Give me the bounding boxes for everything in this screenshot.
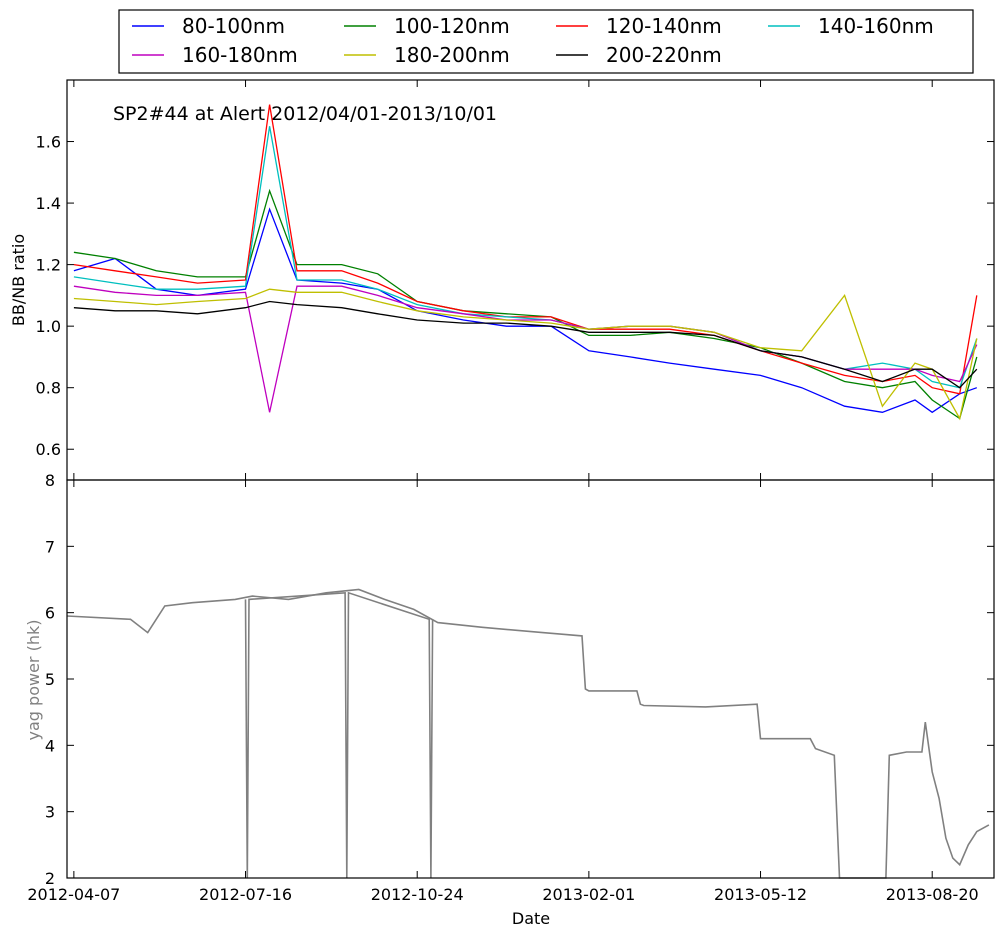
yag-y-tick-label: 4 (45, 736, 55, 755)
yag-y-ticks: 2 3 4 5 6 7 8 (45, 471, 994, 888)
ratio-y-ticks: 0.6 0.8 1.0 1.2 1.4 1.6 (36, 133, 994, 459)
yag-y-tick-label: 6 (45, 604, 55, 623)
yag-axes-frame (66, 479, 995, 879)
ratio-y-tick-label: 0.8 (36, 379, 61, 398)
x-ticks: 2012-04-07 2012-07-16 2012-10-24 2013-02-01… (27, 80, 979, 904)
legend-label-80-100nm: 80-100nm (182, 14, 285, 38)
x-tick-label: 2012-07-16 (199, 885, 292, 904)
x-tick-label: 2013-02-01 (542, 885, 635, 904)
legend-label-140-160nm: 140-160nm (818, 14, 934, 38)
yag-y-tick-label: 2 (45, 869, 55, 888)
series-line-200-220nm (73, 300, 978, 389)
ratio-y-axis-label: BB/NB ratio (9, 234, 28, 326)
legend-label-100-120nm: 100-120nm (394, 14, 510, 38)
yag-y-tick-label: 7 (45, 537, 55, 556)
yag-power-line-0 (66, 588, 990, 879)
ratio-y-tick-label: 1.2 (36, 256, 61, 275)
x-tick-label: 2013-08-20 (886, 885, 979, 904)
x-tick-label: 2012-04-07 (27, 885, 120, 904)
x-axis-label: Date (512, 909, 550, 928)
series-line-180-200nm (73, 288, 978, 421)
legend: 80-100nm 100-120nm 120-140nm 140-160nm 160-1… (118, 9, 974, 74)
ratio-y-tick-label: 1.0 (36, 317, 61, 336)
legend-frame (118, 9, 974, 74)
series-line-160-180nm (73, 285, 978, 413)
yag-y-tick-label: 8 (45, 471, 55, 490)
panel-annotation: SP2#44 at Alert 2012/04/01-2013/10/01 (113, 103, 497, 125)
legend-label-160-180nm: 160-180nm (182, 43, 298, 67)
legend-label-180-200nm: 180-200nm (394, 43, 510, 67)
ratio-y-tick-label: 0.6 (36, 440, 61, 459)
yag-y-tick-label: 5 (45, 670, 55, 689)
x-tick-label: 2013-05-12 (714, 885, 807, 904)
ratio-y-tick-label: 1.4 (36, 194, 61, 213)
yag-y-tick-label: 3 (45, 803, 55, 822)
yag-y-axis-label: yag power (hk) (24, 620, 43, 741)
ratio-y-tick-label: 1.6 (36, 133, 61, 152)
legend-items: 80-100nm 100-120nm 120-140nm 140-160nm 160-1… (132, 14, 934, 67)
legend-label-120-140nm: 120-140nm (606, 14, 722, 38)
x-tick-label: 2012-10-24 (371, 885, 464, 904)
legend-label-200-220nm: 200-220nm (606, 43, 722, 67)
ratio-series (73, 104, 978, 421)
